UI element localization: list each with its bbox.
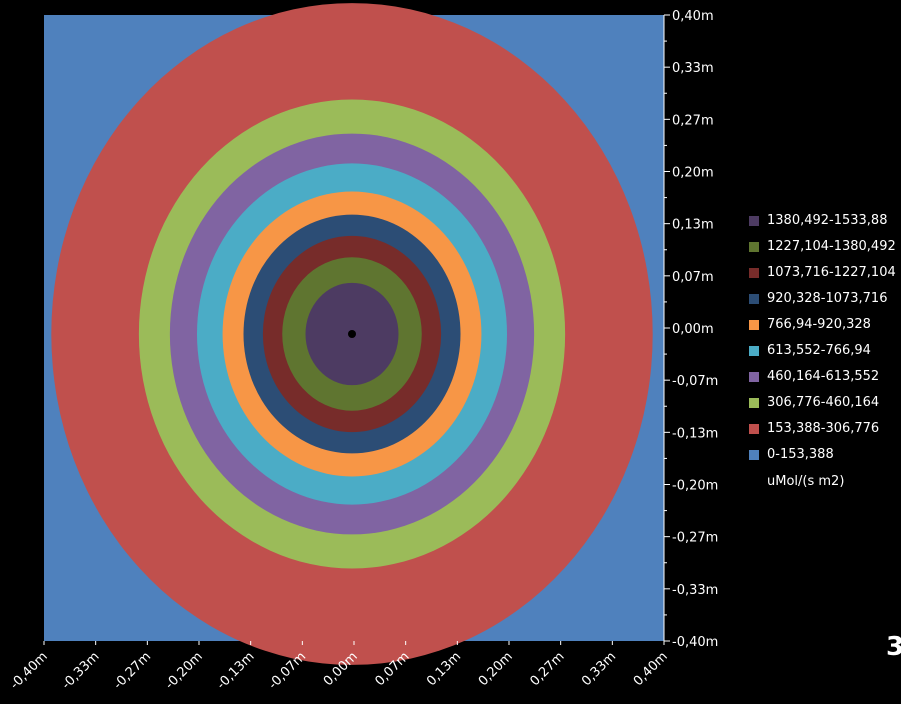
x-tick-label: -0,20m [162,649,205,692]
legend-label: 613,552-766,94 [767,343,871,358]
x-tick-label: 0,27m [527,649,567,689]
x-tick-label: -0,33m [59,649,102,692]
y-tick-label: 0,07m [672,270,714,285]
y-tick-label: 0,27m [672,113,714,128]
y-tick-label: -0,20m [672,479,718,494]
x-tick-label: 0,33m [579,649,619,689]
legend-swatch [749,423,759,434]
legend-label: 1380,492-1533,88 [767,213,888,228]
y-tick-label: 0,13m [672,218,714,233]
x-tick-label: -0,40m [7,649,50,692]
legend-item: 153,388-306,776 [741,416,901,442]
y-tick-label: 0,40m [672,9,714,24]
legend-item: 1227,104-1380,492 [741,234,901,260]
y-tick-label: -0,07m [672,374,718,389]
legend-swatch [749,267,759,278]
y-tick-label: 0,20m [672,166,714,181]
legend-item: 306,776-460,164 [741,390,901,416]
legend-label: 306,776-460,164 [767,395,880,410]
y-tick-label: 0,33m [672,61,714,76]
x-tick-label: 0,20m [476,649,516,689]
legend-swatch [749,215,759,226]
legend-item: 1380,492-1533,88 [741,208,901,234]
legend-label: 920,328-1073,716 [767,291,888,306]
legend-swatch [749,241,759,252]
legend-label: 1073,716-1227,104 [767,265,896,280]
legend-label: 0-153,388 [767,447,834,462]
legend-label: 766,94-920,328 [767,317,871,332]
y-tick-label: -0,40m [672,635,718,650]
x-tick-label: -0,27m [111,649,154,692]
y-tick-label: 0,00m [672,322,714,337]
legend-swatch [749,345,759,356]
legend-swatch [749,319,759,330]
x-tick-label: -0,13m [214,649,257,692]
legend-unit: uMol/(s m2) [767,474,845,489]
legend-item: 1073,716-1227,104 [741,260,901,286]
y-tick-label: -0,33m [672,583,718,598]
legend-swatch [749,449,759,460]
legend-item: 0-153,388 [741,442,901,468]
legend-swatch [749,397,759,408]
center-point [348,330,356,338]
legend-label: 153,388-306,776 [767,421,880,436]
legend-label: 1227,104-1380,492 [767,239,896,254]
legend-item: 460,164-613,552 [741,364,901,390]
legend-item: 766,94-920,328 [741,312,901,338]
legend-swatch [749,293,759,304]
y-tick-label: -0,13m [672,426,718,441]
legend-item: 920,328-1073,716 [741,286,901,312]
x-tick-label: 0,13m [424,649,464,689]
legend-swatch [749,371,759,382]
x-tick-label: 0,40m [631,649,671,689]
legend: 1380,492-1533,88 1227,104-1380,492 1073,71… [741,208,901,489]
corner-mark: 3 [886,632,901,662]
legend-label: 460,164-613,552 [767,369,880,384]
legend-item: 613,552-766,94 [741,338,901,364]
y-tick-label: -0,27m [672,531,718,546]
